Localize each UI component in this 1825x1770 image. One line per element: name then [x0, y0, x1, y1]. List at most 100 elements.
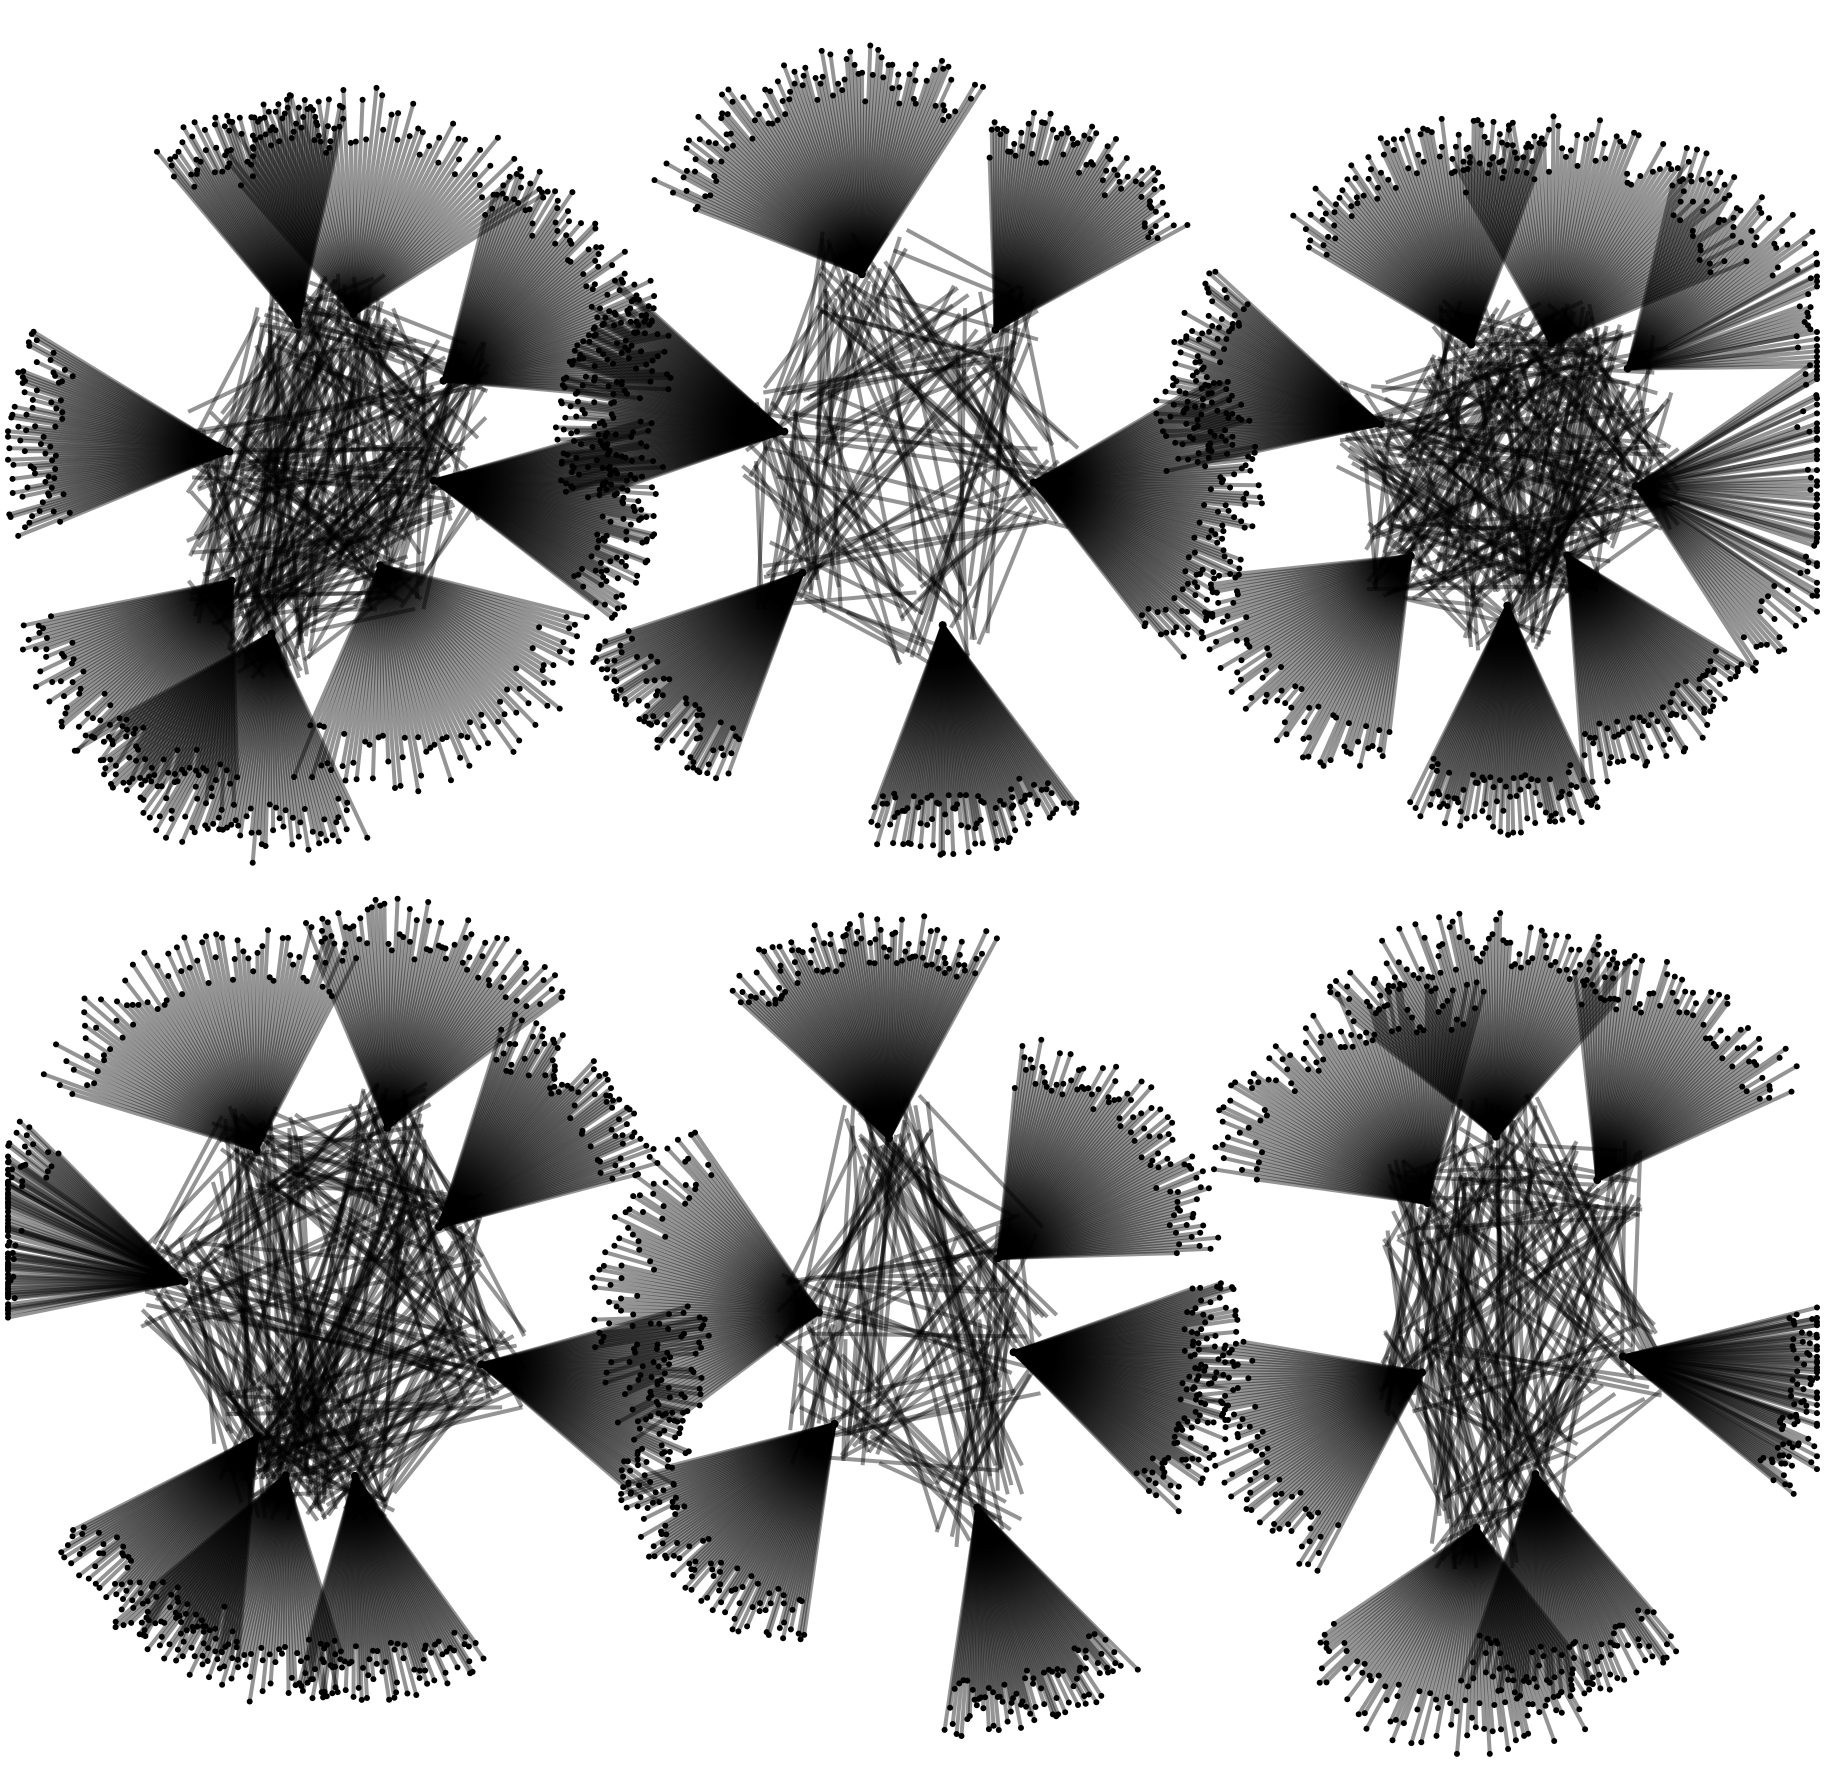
leaf-edge	[378, 564, 483, 716]
leaf-edge	[229, 633, 274, 826]
leaf-node	[654, 744, 661, 751]
hub-edge	[272, 316, 373, 596]
leaf-node	[1716, 681, 1723, 687]
leaf-node	[213, 144, 220, 151]
leaf-edge	[25, 428, 230, 454]
leaf-node	[516, 737, 523, 744]
leaf-node	[1567, 762, 1574, 769]
leaf-node	[30, 328, 37, 335]
leaf-node	[569, 463, 576, 470]
leaf-node	[146, 814, 153, 821]
leaf-node	[1732, 673, 1739, 680]
leaf-node	[645, 427, 652, 434]
leaf-node	[595, 537, 602, 544]
hub-edge	[273, 462, 421, 587]
leaf-node	[622, 701, 629, 708]
leaf-node	[1602, 155, 1609, 162]
leaf-node	[696, 136, 703, 143]
hub-edge	[353, 358, 464, 608]
hub-edge	[186, 579, 266, 678]
hub-edge	[397, 374, 455, 562]
leaf-node	[1721, 258, 1728, 265]
leaf-node	[1353, 194, 1360, 201]
leaf-edge	[194, 580, 234, 771]
leaf-node	[335, 838, 342, 845]
leaf-node	[102, 765, 109, 772]
hub-edge	[290, 463, 416, 636]
leaf-node	[352, 138, 359, 145]
hub-edge	[269, 316, 302, 608]
leaf-node	[1446, 769, 1453, 776]
leaf-node	[613, 340, 620, 347]
leaf-edge	[205, 632, 274, 830]
leaf-node	[29, 404, 36, 411]
leaf-edge	[111, 632, 273, 790]
leaf-edge	[134, 579, 234, 762]
leaf-edge	[378, 564, 445, 740]
leaf-edge	[269, 632, 349, 812]
leaf-node	[1151, 177, 1158, 184]
leaf-node	[649, 533, 656, 540]
leaf-node	[272, 108, 279, 115]
hub-edge	[211, 307, 260, 494]
leaf-edge	[442, 259, 597, 383]
leaf-node	[1472, 779, 1479, 786]
leaf-node	[1433, 767, 1440, 774]
leaf-edge	[269, 632, 341, 842]
leaf-node	[1249, 456, 1256, 462]
hub-edge	[223, 517, 425, 619]
leaf-node	[1008, 786, 1015, 793]
leaf-node	[559, 382, 566, 389]
leaf-edge	[441, 202, 521, 382]
leaf-node	[140, 809, 147, 816]
hub-edge	[187, 432, 300, 659]
leaf-edge	[8, 449, 230, 517]
leaf-node	[499, 190, 506, 197]
leaf-node	[818, 47, 825, 54]
leaf-node	[1203, 617, 1209, 624]
leaf-node	[1043, 159, 1050, 166]
hub-edge	[236, 591, 361, 675]
hub-node	[1406, 551, 1415, 560]
hub-edge	[260, 356, 434, 461]
leaf-edge	[43, 434, 230, 454]
hub-edge	[209, 391, 415, 558]
hub-edge	[330, 297, 419, 365]
leaf-node	[1206, 646, 1213, 653]
leaf-edge	[379, 563, 534, 650]
leaf-node	[1231, 312, 1238, 319]
leaf-node	[419, 129, 426, 136]
leaf-node	[1176, 388, 1183, 395]
leaf-node	[1809, 592, 1816, 599]
leaf-node	[212, 121, 218, 128]
leaf-node	[934, 799, 940, 806]
leaf-edge	[378, 564, 453, 781]
leaf-node	[1766, 215, 1772, 222]
leaf-node	[252, 136, 259, 143]
hub-edge	[371, 355, 426, 406]
leaf-node	[1065, 129, 1072, 136]
leaf-edge	[379, 563, 573, 654]
leaf-node	[1191, 549, 1198, 556]
leaf-node	[567, 403, 574, 410]
leaf-node	[1348, 203, 1355, 210]
leaf-node	[1697, 247, 1704, 254]
leaf-node	[1160, 428, 1166, 435]
leaf-node	[97, 717, 104, 724]
leaf-node	[160, 756, 167, 763]
leaf-edge	[295, 116, 318, 326]
leaf-node	[1206, 270, 1213, 277]
leaf-edge	[442, 287, 594, 383]
leaf-node	[1384, 140, 1391, 146]
leaf-edge	[378, 564, 424, 776]
leaf-edge	[442, 222, 597, 383]
leaf-node	[1648, 711, 1655, 718]
leaf-node	[1300, 754, 1306, 761]
leaf-node	[503, 195, 509, 202]
leaf-node	[620, 500, 627, 507]
leaf-edge	[319, 564, 383, 767]
leaf-node	[1814, 515, 1820, 522]
leaf-edge	[378, 565, 391, 762]
leaf-edge	[233, 633, 274, 821]
